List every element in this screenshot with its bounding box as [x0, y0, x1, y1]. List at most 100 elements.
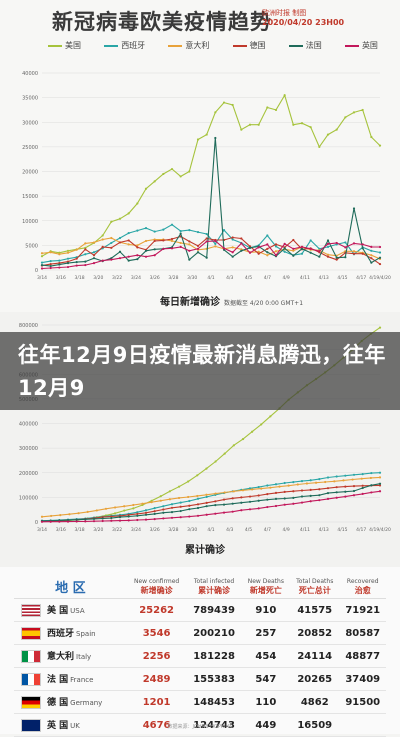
data-point — [110, 258, 113, 261]
data-point — [241, 437, 245, 441]
cell-new-confirmed: 25262 — [126, 598, 187, 622]
data-point — [309, 479, 312, 482]
data-point — [326, 476, 330, 479]
data-point — [361, 247, 364, 250]
legend-item: 德国 — [232, 40, 266, 51]
data-point — [75, 518, 78, 521]
data-point — [136, 244, 139, 247]
data-point — [153, 518, 156, 521]
data-point — [318, 250, 321, 253]
data-point — [309, 126, 312, 129]
data-point — [170, 247, 174, 250]
data-point — [123, 509, 126, 512]
data-point — [370, 491, 373, 494]
data-point — [196, 138, 200, 141]
data-point — [378, 490, 382, 493]
data-point — [66, 249, 70, 252]
data-point — [113, 512, 117, 515]
data-point — [170, 503, 174, 506]
x-tick-label: 3/22 — [112, 275, 122, 281]
header-cn: 治愈 — [354, 585, 371, 595]
data-point — [188, 240, 191, 243]
series-line — [41, 93, 381, 257]
data-point — [231, 246, 234, 249]
data-point — [84, 253, 87, 256]
data-point — [309, 488, 312, 491]
data-point — [144, 187, 148, 190]
data-point — [179, 175, 182, 178]
headline-overlay[interactable]: 往年12月9日疫情最新消息腾迅，往年12月9 — [0, 332, 400, 410]
data-point — [292, 123, 295, 126]
country-name-en: USA — [70, 607, 85, 615]
data-point — [196, 497, 200, 500]
x-tick-label: 4/17 — [356, 275, 366, 281]
data-point — [66, 262, 70, 265]
data-point — [179, 505, 182, 508]
data-point — [240, 128, 243, 131]
data-point — [144, 255, 148, 258]
x-tick-label: 4/3 — [226, 527, 233, 533]
data-point — [101, 234, 104, 237]
data-point — [144, 513, 148, 516]
data-point — [300, 480, 304, 483]
x-tick-label: 4/3 — [226, 275, 233, 281]
x-tick-label: 4/17 — [356, 527, 366, 533]
data-point — [136, 511, 139, 514]
data-point — [162, 228, 165, 231]
y-tick-label: 300000 — [19, 446, 38, 452]
country-cell: 英 国 UK — [14, 713, 127, 737]
flag-icon — [21, 650, 41, 663]
data-point — [127, 513, 130, 516]
x-tick-label: 3/24 — [131, 527, 141, 533]
data-point — [40, 252, 44, 255]
data-point — [240, 509, 243, 512]
data-point — [240, 501, 243, 504]
data-point — [214, 492, 217, 495]
data-point — [132, 507, 135, 510]
y-tick-label: 5000 — [25, 243, 38, 249]
data-point — [326, 239, 330, 242]
data-point — [127, 515, 130, 518]
data-point — [66, 251, 70, 254]
data-point — [344, 474, 347, 477]
cell-recovered: 91500 — [339, 690, 386, 714]
data-point — [40, 267, 44, 270]
data-point — [222, 511, 226, 514]
data-point — [378, 256, 382, 259]
data-point — [58, 259, 61, 262]
data-point — [196, 474, 199, 477]
x-tick-label: 3/20 — [93, 527, 103, 533]
data-point — [352, 207, 356, 210]
data-point — [92, 251, 96, 254]
cell-total-deaths: 41575 — [290, 598, 340, 622]
data-point — [326, 487, 330, 490]
data-point — [305, 482, 309, 485]
country-name-cn: 英 国 — [47, 721, 69, 731]
data-point — [50, 514, 53, 518]
country-cell: 美 国 USA — [14, 598, 127, 622]
data-point — [326, 245, 330, 248]
x-tick-label: 4/1 — [207, 527, 214, 533]
data-point — [266, 251, 269, 254]
data-point — [153, 248, 156, 251]
data-point — [136, 518, 139, 522]
x-tick-label: 4/7 — [264, 527, 271, 533]
data-point — [361, 486, 364, 490]
data-point — [309, 239, 312, 242]
series-line — [41, 484, 381, 522]
data-point — [300, 247, 304, 250]
data-point — [118, 236, 122, 240]
data-point — [231, 255, 234, 258]
data-point — [292, 247, 295, 250]
cell-new-deaths: 547 — [241, 667, 290, 691]
data-point — [188, 504, 191, 507]
data-point — [118, 250, 122, 253]
data-point — [231, 497, 234, 500]
table-header-cell: New Deaths 新增死亡 — [241, 575, 290, 599]
headline-title[interactable]: 往年12月9日疫情最新消息腾迅，往年12月9 — [18, 343, 386, 400]
data-point — [110, 220, 113, 223]
data-point — [153, 230, 156, 233]
data-point — [222, 498, 226, 501]
cell-new-deaths: 910 — [241, 598, 290, 622]
series-line — [41, 235, 381, 267]
